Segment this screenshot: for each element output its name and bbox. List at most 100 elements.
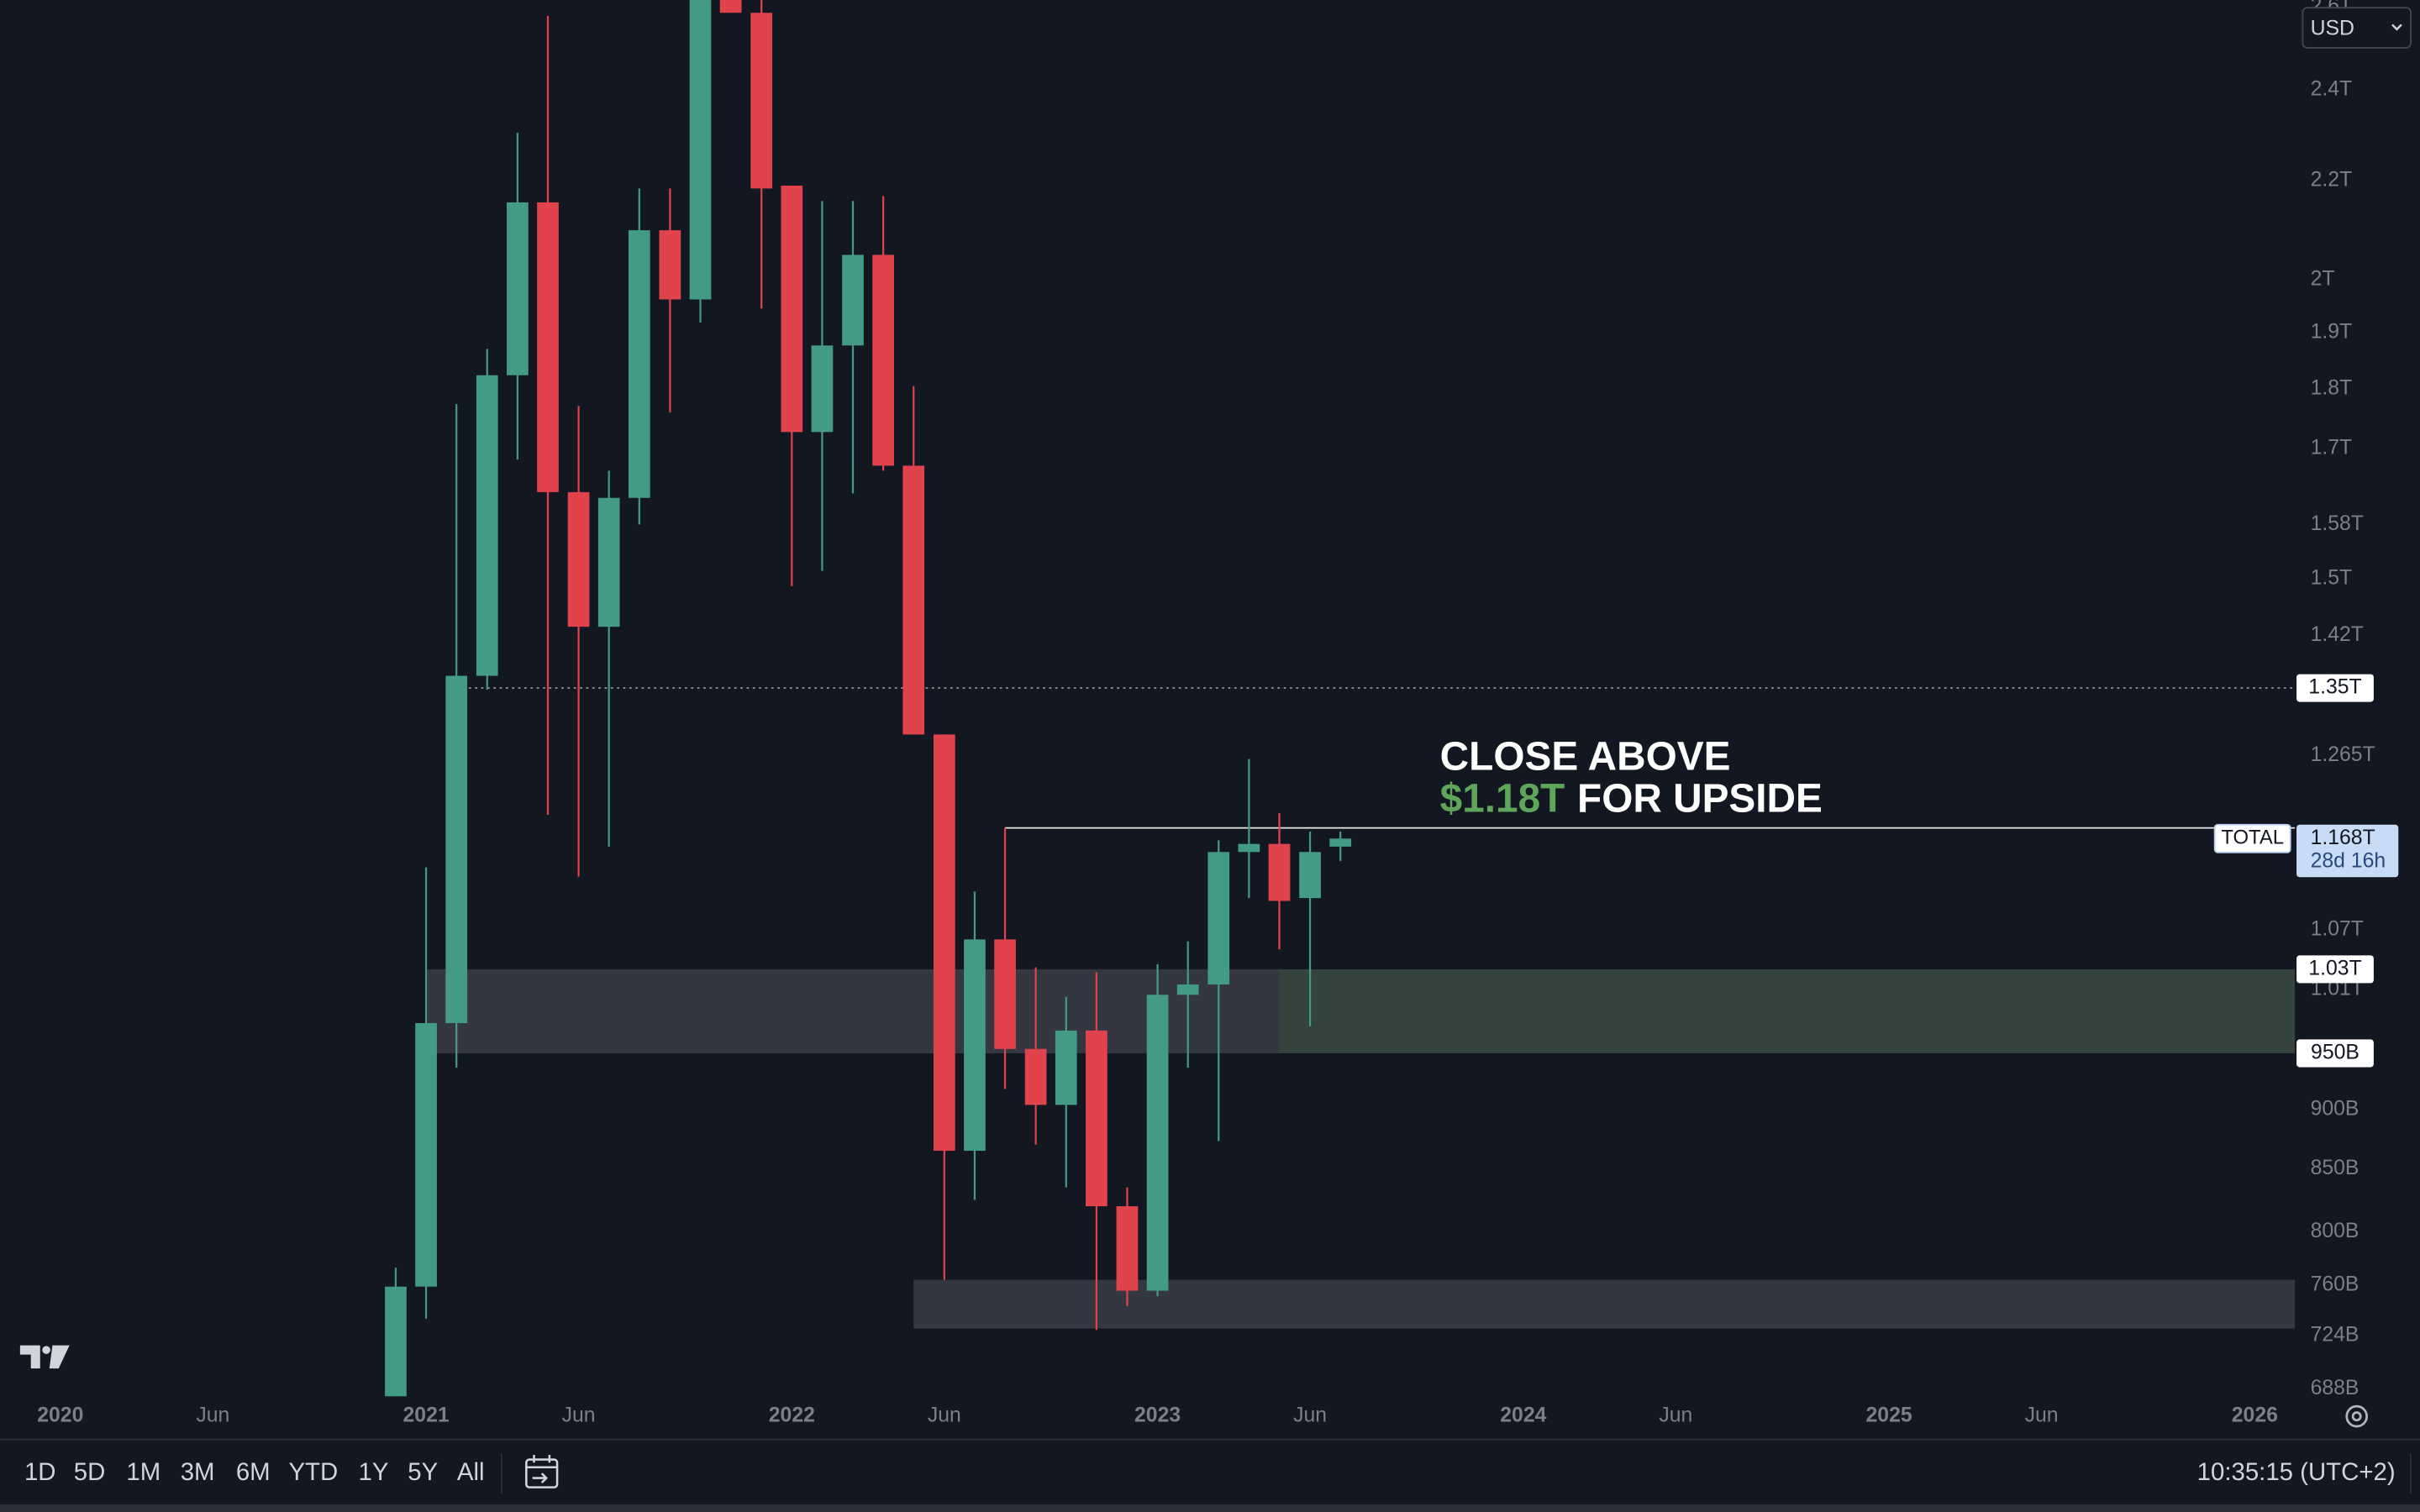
candle-body — [385, 1286, 407, 1397]
candle-body — [1329, 838, 1352, 847]
candle-body — [659, 230, 681, 300]
range-button[interactable]: 5D — [74, 1458, 106, 1486]
candle-body — [872, 255, 894, 466]
currency-label: USD — [2311, 17, 2354, 39]
logo — [19, 1345, 70, 1369]
candle-body — [1024, 1048, 1047, 1105]
y-tick-label: 724B — [2311, 1324, 2360, 1347]
candle-body — [445, 675, 468, 1023]
x-tick-label: 2022 — [769, 1404, 815, 1427]
candle-body — [811, 345, 834, 433]
plot-area — [385, 0, 2296, 1397]
last-price-label: 1.168T — [2311, 827, 2375, 849]
y-tick-label: 1.42T — [2311, 623, 2364, 646]
currency-dropdown[interactable]: USD — [2302, 7, 2412, 49]
x-tick-label: 2023 — [1134, 1404, 1181, 1427]
candle-body — [750, 13, 773, 189]
range-button[interactable]: 3M — [181, 1458, 215, 1486]
x-tick-label: 2026 — [2232, 1404, 2278, 1427]
last-price-box — [2296, 824, 2399, 878]
range-button[interactable]: 5Y — [408, 1458, 438, 1486]
candle-body — [964, 939, 986, 1151]
y-tick-label: 1.07T — [2311, 917, 2364, 940]
bottom-strip — [0, 1504, 2420, 1512]
price-label: 1.35T — [2308, 676, 2361, 699]
y-tick-label: 1.7T — [2311, 436, 2353, 459]
y-tick-label: 800B — [2311, 1220, 2360, 1242]
y-tick-label: 1.8T — [2311, 377, 2353, 400]
candle-body — [537, 202, 559, 492]
candle-body — [1207, 852, 1230, 985]
y-tick-label: 688B — [2311, 1377, 2360, 1399]
candle-body — [1116, 1206, 1139, 1291]
y-tick-label: 2.4T — [2311, 78, 2353, 101]
candle-body — [994, 939, 1016, 1049]
x-tick-label: Jun — [562, 1404, 596, 1427]
range-button[interactable]: All — [457, 1458, 485, 1486]
candle-body — [1238, 843, 1260, 853]
range-button[interactable]: 1D — [24, 1458, 56, 1486]
x-tick-label: Jun — [1659, 1404, 1692, 1427]
price-label-box — [2296, 674, 2374, 702]
annotation-text: FOR UPSIDE — [1577, 776, 1823, 821]
x-tick-label: 2024 — [1500, 1404, 1546, 1427]
countdown: 28d 16h — [2311, 849, 2386, 872]
dropdown-box — [2302, 7, 2412, 49]
y-tick-label: 900B — [2311, 1097, 2360, 1120]
candle-body — [507, 202, 529, 375]
y-tick-label: 2T — [2311, 267, 2335, 290]
candle-body — [1146, 995, 1169, 1291]
date-range-button[interactable] — [525, 1455, 559, 1488]
candle-body — [1299, 852, 1321, 899]
price-label: 950B — [2311, 1041, 2360, 1063]
range-button[interactable]: 1Y — [359, 1458, 389, 1486]
zone — [1279, 969, 2296, 1053]
candle-body — [1055, 1030, 1077, 1105]
candle-body — [689, 0, 712, 300]
y-tick-label: 1.5T — [2311, 566, 2353, 589]
price-label-box — [2296, 955, 2374, 984]
range-button[interactable]: 1M — [126, 1458, 160, 1486]
range-button[interactable]: 6M — [236, 1458, 271, 1486]
x-tick-label: 2020 — [37, 1404, 83, 1427]
candle-body — [415, 1022, 437, 1287]
price-label-box — [2296, 1039, 2374, 1068]
candle-body — [567, 491, 590, 627]
y-tick-label: 1.265T — [2311, 743, 2375, 766]
y-tick-label: 850B — [2311, 1157, 2360, 1179]
candle-body — [842, 255, 864, 346]
y-tick-label: 2.2T — [2311, 168, 2353, 191]
candle-body — [933, 734, 955, 1151]
overlay: 2.6T2.4T2.2T2T1.9T1.8T1.7T1.58T1.5T1.42T… — [37, 0, 2399, 1427]
range-button[interactable]: YTD — [288, 1458, 338, 1486]
price-label: 1.03T — [2308, 957, 2361, 979]
candle-body — [902, 465, 925, 735]
symbol-tag-box — [2213, 823, 2291, 853]
y-tick-label: 1.9T — [2311, 321, 2353, 344]
x-tick-label: Jun — [1293, 1404, 1327, 1427]
annotation-line: CLOSE ABOVE — [1440, 734, 1731, 779]
candle-body — [1086, 1030, 1107, 1207]
y-tick-label: 760B — [2311, 1273, 2360, 1296]
candle-body — [597, 497, 620, 627]
candle-body — [719, 0, 742, 13]
candle-body — [628, 230, 650, 498]
candle-body — [1268, 843, 1291, 901]
y-tick-label: 1.58T — [2311, 512, 2364, 535]
symbol-tag: TOTAL — [2221, 827, 2284, 849]
candle-body — [781, 185, 803, 433]
x-tick-label: Jun — [928, 1404, 961, 1427]
candle-body — [476, 375, 498, 676]
annotation-text: CLOSE ABOVE — [1440, 734, 1731, 779]
settings-button[interactable] — [2345, 1404, 2369, 1428]
zone — [913, 1279, 2296, 1329]
x-tick-label: 2021 — [403, 1404, 450, 1427]
annotation-highlight: $1.18T — [1440, 776, 1565, 821]
dropdown-chevron — [2391, 24, 2402, 31]
candle-body — [1176, 984, 1199, 995]
x-tick-label: Jun — [2025, 1404, 2059, 1427]
